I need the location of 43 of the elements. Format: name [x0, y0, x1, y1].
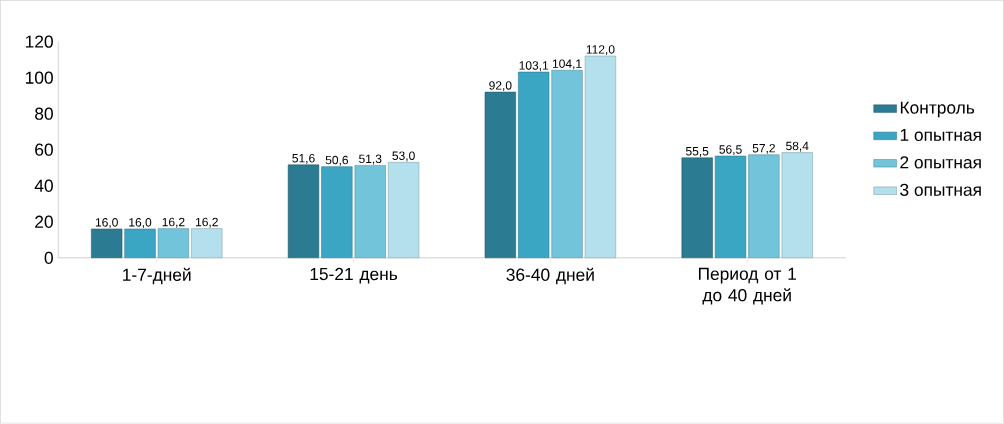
data-label: 58,4 — [786, 141, 809, 152]
legend-label: 2 опытная — [900, 156, 981, 169]
y-tick-label: 120 — [25, 35, 53, 48]
x-tick-label: 36-40 дней — [506, 268, 594, 285]
data-label: 16,0 — [95, 218, 118, 229]
y-tick-label: 60 — [35, 143, 53, 157]
data-label: 16,2 — [196, 217, 218, 228]
data-label: 55,5 — [685, 147, 709, 158]
data-label: 53,0 — [392, 151, 415, 162]
bar — [518, 72, 550, 259]
legend-label: 3 опытная — [900, 183, 981, 197]
legend-label: 1 опытная — [900, 129, 981, 142]
bar — [354, 165, 386, 259]
bar — [584, 56, 617, 259]
data-label: 16,0 — [129, 218, 152, 229]
bar — [681, 157, 713, 259]
y-tick-label: 20 — [35, 215, 53, 229]
bar — [748, 154, 780, 259]
x-tick-label: Период от 1 до 40 дней — [698, 268, 796, 305]
data-label: 112,0 — [586, 45, 615, 56]
data-label: 103,1 — [519, 61, 549, 72]
data-label: 51,3 — [359, 154, 382, 165]
data-label: 50,6 — [325, 156, 349, 166]
y-tick-label: 80 — [35, 107, 53, 121]
data-label: 51,6 — [292, 154, 315, 165]
bar — [714, 155, 747, 259]
bar — [781, 152, 813, 259]
data-label: 57,2 — [752, 144, 775, 155]
bar — [387, 162, 420, 259]
y-tick-label: 100 — [25, 71, 53, 85]
bar — [551, 70, 583, 259]
bar — [157, 228, 190, 259]
y-tick-label: 0 — [44, 251, 53, 265]
bar — [484, 92, 516, 259]
y-tick-label: 40 — [34, 179, 53, 193]
data-label: 92,0 — [489, 81, 512, 92]
bar — [191, 228, 223, 259]
x-tick-label: 15-21 день — [310, 268, 398, 284]
x-tick-label: 1-7-дней — [123, 268, 191, 285]
data-label: 16,2 — [162, 217, 185, 228]
data-label: 56,5 — [719, 145, 742, 156]
legend-label: Контроль — [900, 101, 975, 118]
data-label: 104,1 — [552, 59, 582, 70]
